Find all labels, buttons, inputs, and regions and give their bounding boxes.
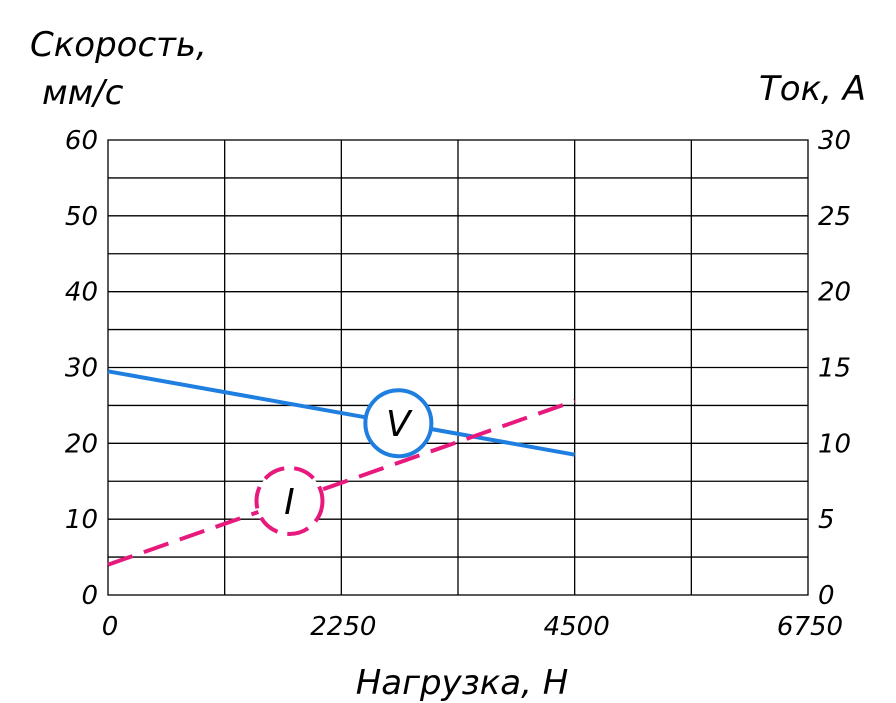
y-right-tick-label: 25 — [818, 202, 851, 232]
y-right-tick-label: 5 — [818, 505, 835, 535]
y-left-tick-label: 60 — [65, 126, 98, 156]
y-left-tick-label: 30 — [65, 354, 98, 384]
y-right-tick-label: 10 — [818, 429, 851, 459]
x-tick-label: 2250 — [310, 612, 376, 642]
x-tick-label: 0 — [102, 612, 119, 642]
series-label-v: V — [386, 404, 413, 445]
y-right-tick-label: 15 — [818, 354, 851, 384]
series-line-v — [107, 369, 576, 457]
y-right-tick-label: 0 — [818, 581, 835, 611]
y-left-axis-title-line2: мм/с — [42, 73, 124, 113]
y-left-tick-label: 20 — [65, 429, 98, 459]
y-right-tick-label: 30 — [818, 126, 851, 156]
y-left-tick-label: 40 — [65, 278, 98, 308]
series-line-i — [107, 399, 576, 567]
plot-grid — [107, 139, 809, 596]
y-right-tick-label: 20 — [818, 278, 851, 308]
y-left-tick-label: 0 — [81, 581, 98, 611]
x-axis-title: Нагрузка, Н — [356, 663, 569, 703]
series-label-i: I — [284, 482, 295, 523]
series-marker-v — [363, 388, 434, 459]
y-left-tick-label: 10 — [65, 505, 98, 535]
y-left-axis-title-line1: Скорость, — [30, 25, 207, 65]
x-tick-label: 4500 — [544, 612, 610, 642]
y-left-tick-label: 50 — [65, 202, 98, 232]
series-marker-i — [254, 465, 325, 536]
y-right-axis-title: Ток, А — [759, 69, 866, 109]
series-layer: VI — [107, 369, 576, 567]
x-tick-label: 6750 — [777, 612, 843, 642]
